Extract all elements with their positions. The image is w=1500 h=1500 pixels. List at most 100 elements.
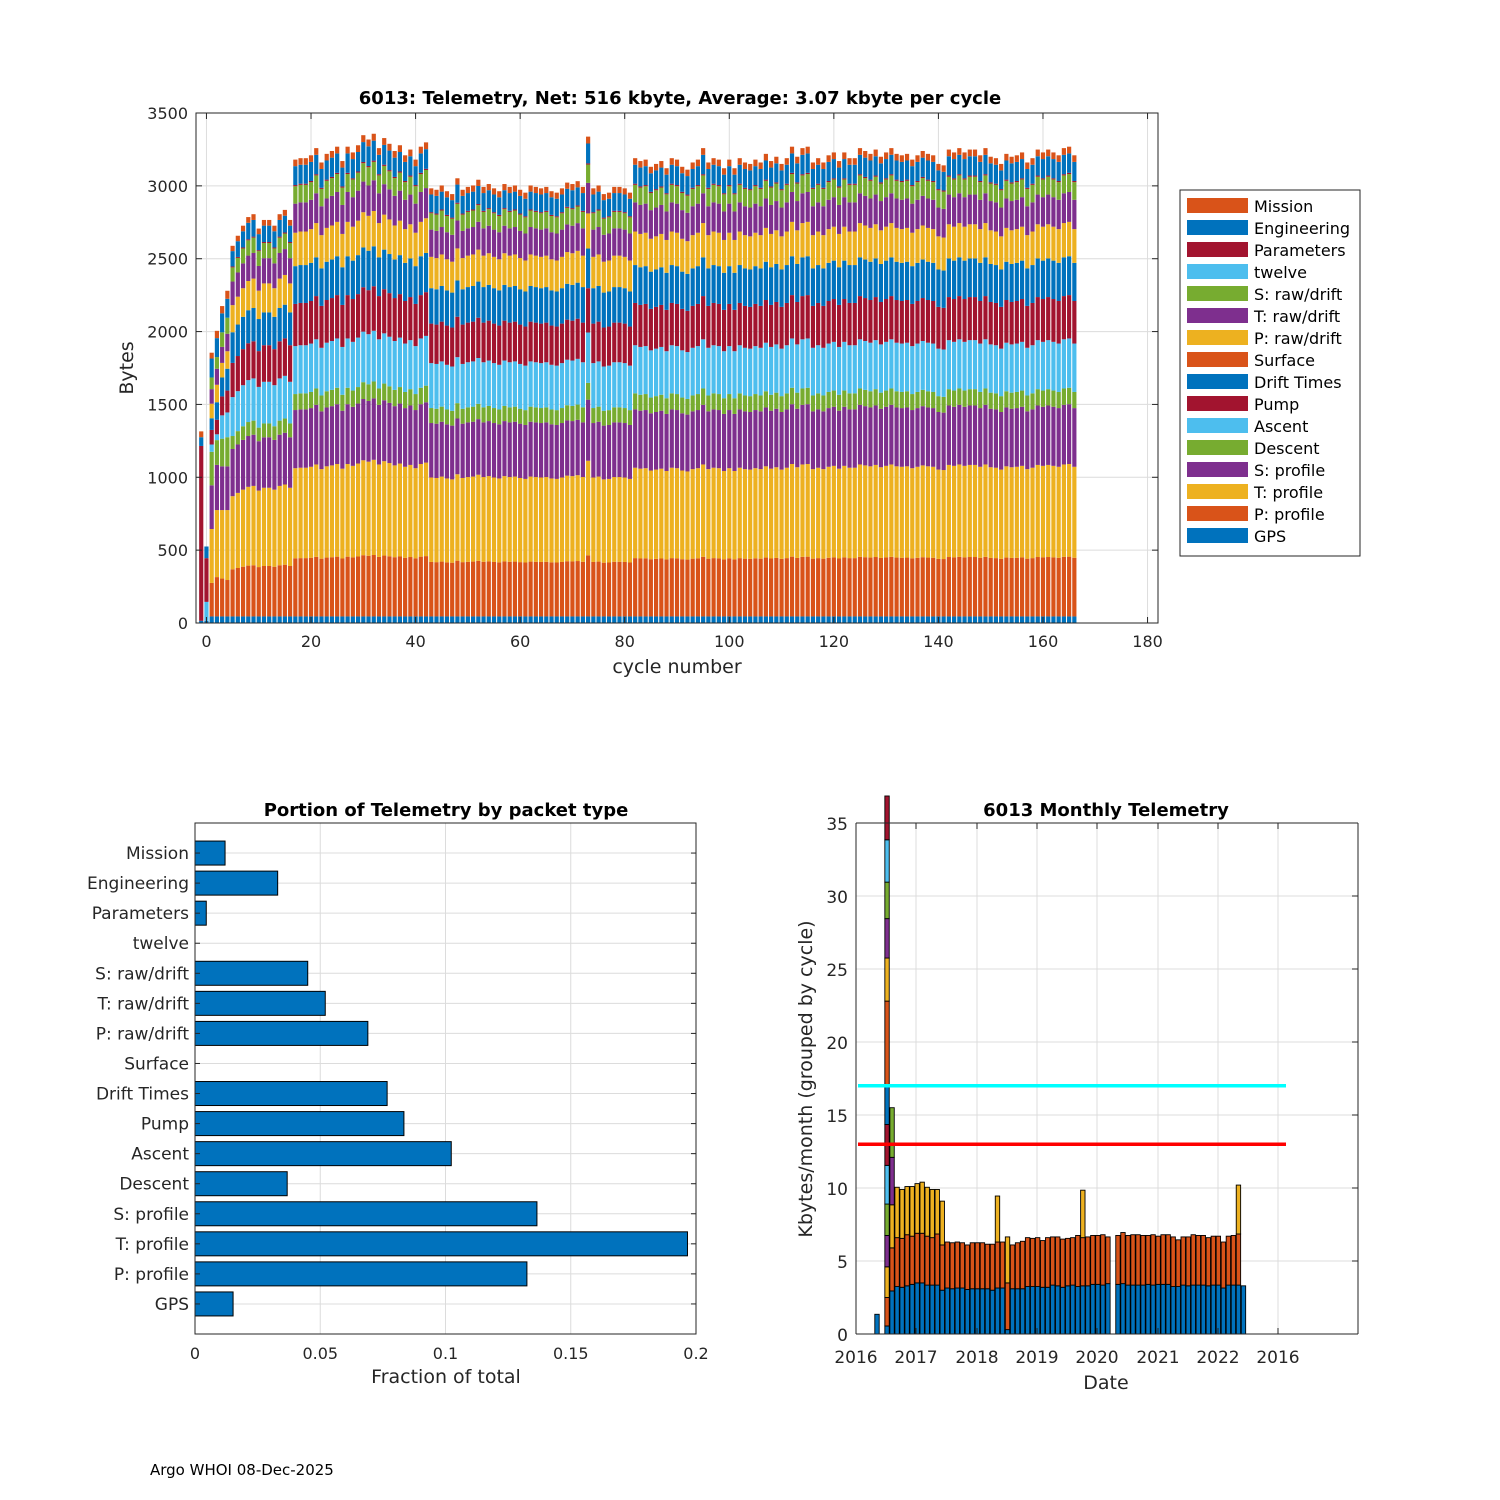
bar-segment — [518, 214, 523, 231]
bar-segment — [209, 429, 214, 445]
bar-segment — [706, 395, 711, 412]
bar-segment — [816, 345, 821, 394]
bar-segment — [507, 211, 512, 229]
bar-segment — [429, 363, 434, 409]
bar-segment — [800, 296, 805, 340]
bar-segment — [246, 436, 251, 487]
bar-segment — [857, 388, 863, 405]
bar-segment — [941, 191, 946, 209]
bar-segment — [528, 209, 533, 211]
bar-segment — [685, 212, 690, 242]
bar-segment — [298, 202, 303, 232]
bar-segment — [549, 290, 554, 326]
bar-segment — [439, 209, 444, 211]
bar-segment — [774, 408, 779, 468]
bar-segment — [633, 616, 638, 623]
bar-segment — [653, 411, 659, 470]
bar-segment — [444, 409, 450, 425]
bar-segment — [256, 441, 261, 491]
bar-segment — [1130, 1284, 1136, 1335]
bar-segment — [810, 187, 816, 189]
bar-segment — [261, 243, 267, 259]
bar-segment — [974, 1242, 981, 1290]
bar-segment — [559, 423, 565, 478]
bar-segment — [1046, 340, 1051, 390]
bar-segment — [622, 212, 627, 214]
bar-segment — [915, 557, 920, 617]
bar-segment — [638, 204, 643, 234]
bar-segment — [805, 463, 810, 557]
bar-segment — [638, 410, 643, 469]
bar-segment — [884, 406, 889, 466]
bar-segment — [816, 265, 821, 303]
bar-segment — [978, 161, 983, 181]
bar-segment — [434, 408, 439, 424]
legend-swatch — [1187, 528, 1248, 543]
bar-segment — [836, 187, 842, 205]
bar-segment — [946, 224, 951, 259]
bar-segment — [737, 393, 742, 410]
bar-segment — [476, 357, 481, 404]
bar-segment — [1072, 180, 1077, 183]
bar-segment — [852, 202, 857, 232]
bar-segment — [1120, 1232, 1126, 1285]
bar-segment — [220, 362, 225, 378]
bar-segment — [716, 346, 721, 395]
bar-segment — [910, 203, 915, 233]
bar-segment — [946, 557, 951, 617]
bar-segment — [894, 391, 899, 408]
bar-segment — [277, 236, 282, 238]
legend-label: T: profile — [1253, 483, 1323, 502]
bar-segment — [355, 220, 361, 256]
bar-segment — [303, 302, 308, 346]
bar-segment — [967, 405, 972, 465]
bar-segment — [852, 616, 857, 623]
bar-segment — [240, 288, 246, 317]
bar-segment — [941, 616, 946, 623]
bar-segment — [716, 558, 721, 617]
bar-segment — [701, 464, 706, 557]
bar-segment — [533, 362, 538, 408]
bar-segment — [742, 616, 748, 623]
bar-segment — [1056, 155, 1061, 162]
bar-segment — [591, 323, 596, 364]
bar-segment — [795, 263, 800, 302]
bar-segment — [340, 558, 345, 617]
y-tick-label: 3500 — [147, 104, 188, 123]
bar-segment — [335, 153, 340, 173]
bar-segment — [455, 248, 460, 281]
bar-segment — [1029, 1286, 1036, 1335]
bar-segment — [978, 616, 983, 623]
bar-segment — [220, 510, 225, 579]
bar-segment — [643, 266, 648, 304]
bar-segment — [1061, 556, 1066, 617]
bar-segment — [972, 616, 978, 623]
bar-segment — [763, 557, 768, 617]
bar-segment — [884, 178, 889, 180]
bar-segment — [737, 302, 742, 346]
bar-segment — [931, 182, 936, 200]
bar-segment — [1165, 1234, 1171, 1285]
bar-segment — [831, 226, 836, 261]
bar-segment — [716, 203, 721, 233]
bar-segment — [382, 249, 387, 290]
bar-segment — [528, 616, 533, 623]
bar-segment — [481, 561, 486, 617]
bar-segment — [669, 231, 674, 266]
bar-segment — [633, 467, 638, 559]
bar-segment — [1014, 466, 1019, 558]
bar-segment — [214, 368, 220, 385]
bar-segment — [335, 174, 340, 192]
bar-segment — [899, 161, 904, 181]
legend-swatch — [1187, 220, 1248, 235]
bar-segment — [450, 327, 455, 367]
bar-segment — [230, 362, 235, 398]
bar-segment — [763, 391, 768, 408]
bar-segment — [795, 392, 800, 409]
bar-segment — [1009, 1244, 1016, 1290]
bar-segment — [345, 338, 350, 388]
bar-segment — [246, 486, 251, 566]
bar-segment — [601, 562, 606, 617]
bar-segment — [235, 356, 240, 392]
bar-segment — [727, 558, 732, 617]
